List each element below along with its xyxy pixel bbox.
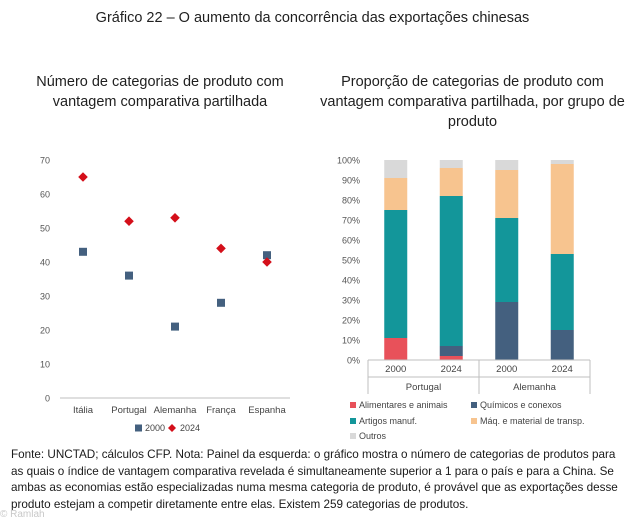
marker-2024-Espanha	[262, 257, 272, 267]
footnote: Fonte: UNCTAD; cálculos CFP. Nota: Paine…	[11, 448, 618, 511]
bar-segment-alimentares	[439, 356, 463, 360]
x-tick-label: Espanha	[248, 405, 286, 416]
y-tick-label: 70%	[342, 216, 360, 226]
bar-segment-artigos	[550, 254, 574, 330]
bar-segment-maquinas	[550, 164, 574, 254]
group-label: Alemanha	[513, 382, 556, 393]
legend-swatch-maquinas	[471, 418, 477, 424]
y-tick-label: 70	[40, 156, 50, 166]
bar-segment-artigos	[384, 210, 408, 338]
legend-2000-swatch	[135, 424, 142, 432]
marker-2000-Alemanha	[171, 322, 179, 331]
y-tick-label: 30	[40, 292, 50, 302]
legend-2024-label: 2024	[180, 423, 200, 433]
legend-swatch-outros	[350, 433, 356, 439]
legend-swatch-alimentares	[350, 402, 356, 408]
right-chart-title: Proporção de categorias de produto com v…	[320, 74, 625, 130]
x-tick-label: 2000	[385, 364, 406, 375]
marker-2000-Espanha	[263, 251, 271, 260]
figure-title: Gráfico 22 – O aumento da concorrência d…	[95, 10, 530, 26]
legend-2024-swatch	[168, 424, 176, 432]
x-tick-label: 2024	[441, 364, 462, 375]
x-tick-label: Portugal	[111, 405, 146, 416]
legend-label-maquinas: Máq. e material de transp.	[480, 416, 585, 426]
legend-label-artigos: Artigos manuf.	[359, 416, 417, 426]
legend-swatch-quimicos	[471, 402, 477, 408]
bar-segment-outros	[439, 160, 463, 168]
marker-2000-Portugal	[125, 271, 133, 280]
legend-label-quimicos: Químicos e conexos	[480, 400, 562, 410]
y-tick-label: 60	[40, 190, 50, 200]
y-tick-label: 20%	[342, 316, 360, 326]
bar-segment-quimicos	[495, 302, 519, 360]
marker-2024-Alemanha	[170, 213, 180, 223]
marker-2024-Itália	[78, 172, 88, 182]
y-tick-label: 100%	[337, 156, 360, 166]
marker-2000-Itália	[79, 247, 87, 256]
bar-segment-outros	[550, 160, 574, 164]
bar-segment-maquinas	[495, 170, 519, 218]
y-tick-label: 0%	[347, 356, 360, 366]
y-tick-label: 20	[40, 326, 50, 336]
y-tick-label: 50%	[342, 256, 360, 266]
marker-2000-França	[217, 298, 225, 307]
watermark: © Ramlah	[0, 509, 45, 520]
legend-label-alimentares: Alimentares e animais	[359, 400, 448, 410]
y-tick-label: 40%	[342, 276, 360, 286]
x-tick-label: França	[206, 405, 236, 416]
bar-segment-maquinas	[384, 178, 408, 210]
x-tick-label: Itália	[73, 405, 94, 416]
group-label: Portugal	[406, 382, 441, 393]
x-tick-label: 2024	[552, 364, 573, 375]
legend-label-outros: Outros	[359, 431, 387, 441]
x-tick-label: Alemanha	[154, 405, 197, 416]
legend-swatch-artigos	[350, 418, 356, 424]
bar-segment-artigos	[495, 218, 519, 302]
y-tick-label: 50	[40, 224, 50, 234]
bar-segment-maquinas	[439, 168, 463, 196]
bar-segment-outros	[495, 160, 519, 170]
y-tick-label: 0	[45, 394, 50, 404]
bar-segment-quimicos	[550, 330, 574, 360]
y-tick-label: 40	[40, 258, 50, 268]
bar-segment-artigos	[439, 196, 463, 346]
bar-segment-alimentares	[384, 338, 408, 360]
bar-segment-quimicos	[439, 346, 463, 356]
y-tick-label: 60%	[342, 236, 360, 246]
left-chart-title: Número de categorias de produto com vant…	[36, 74, 284, 110]
y-tick-label: 80%	[342, 196, 360, 206]
legend-2000-label: 2000	[145, 423, 165, 433]
x-tick-label: 2000	[496, 364, 517, 375]
y-tick-label: 10	[40, 360, 50, 370]
marker-2024-França	[216, 243, 226, 254]
y-tick-label: 10%	[342, 336, 360, 346]
y-tick-label: 30%	[342, 296, 360, 306]
marker-2024-Portugal	[124, 216, 134, 226]
bar-segment-outros	[384, 160, 408, 178]
y-tick-label: 90%	[342, 176, 360, 186]
